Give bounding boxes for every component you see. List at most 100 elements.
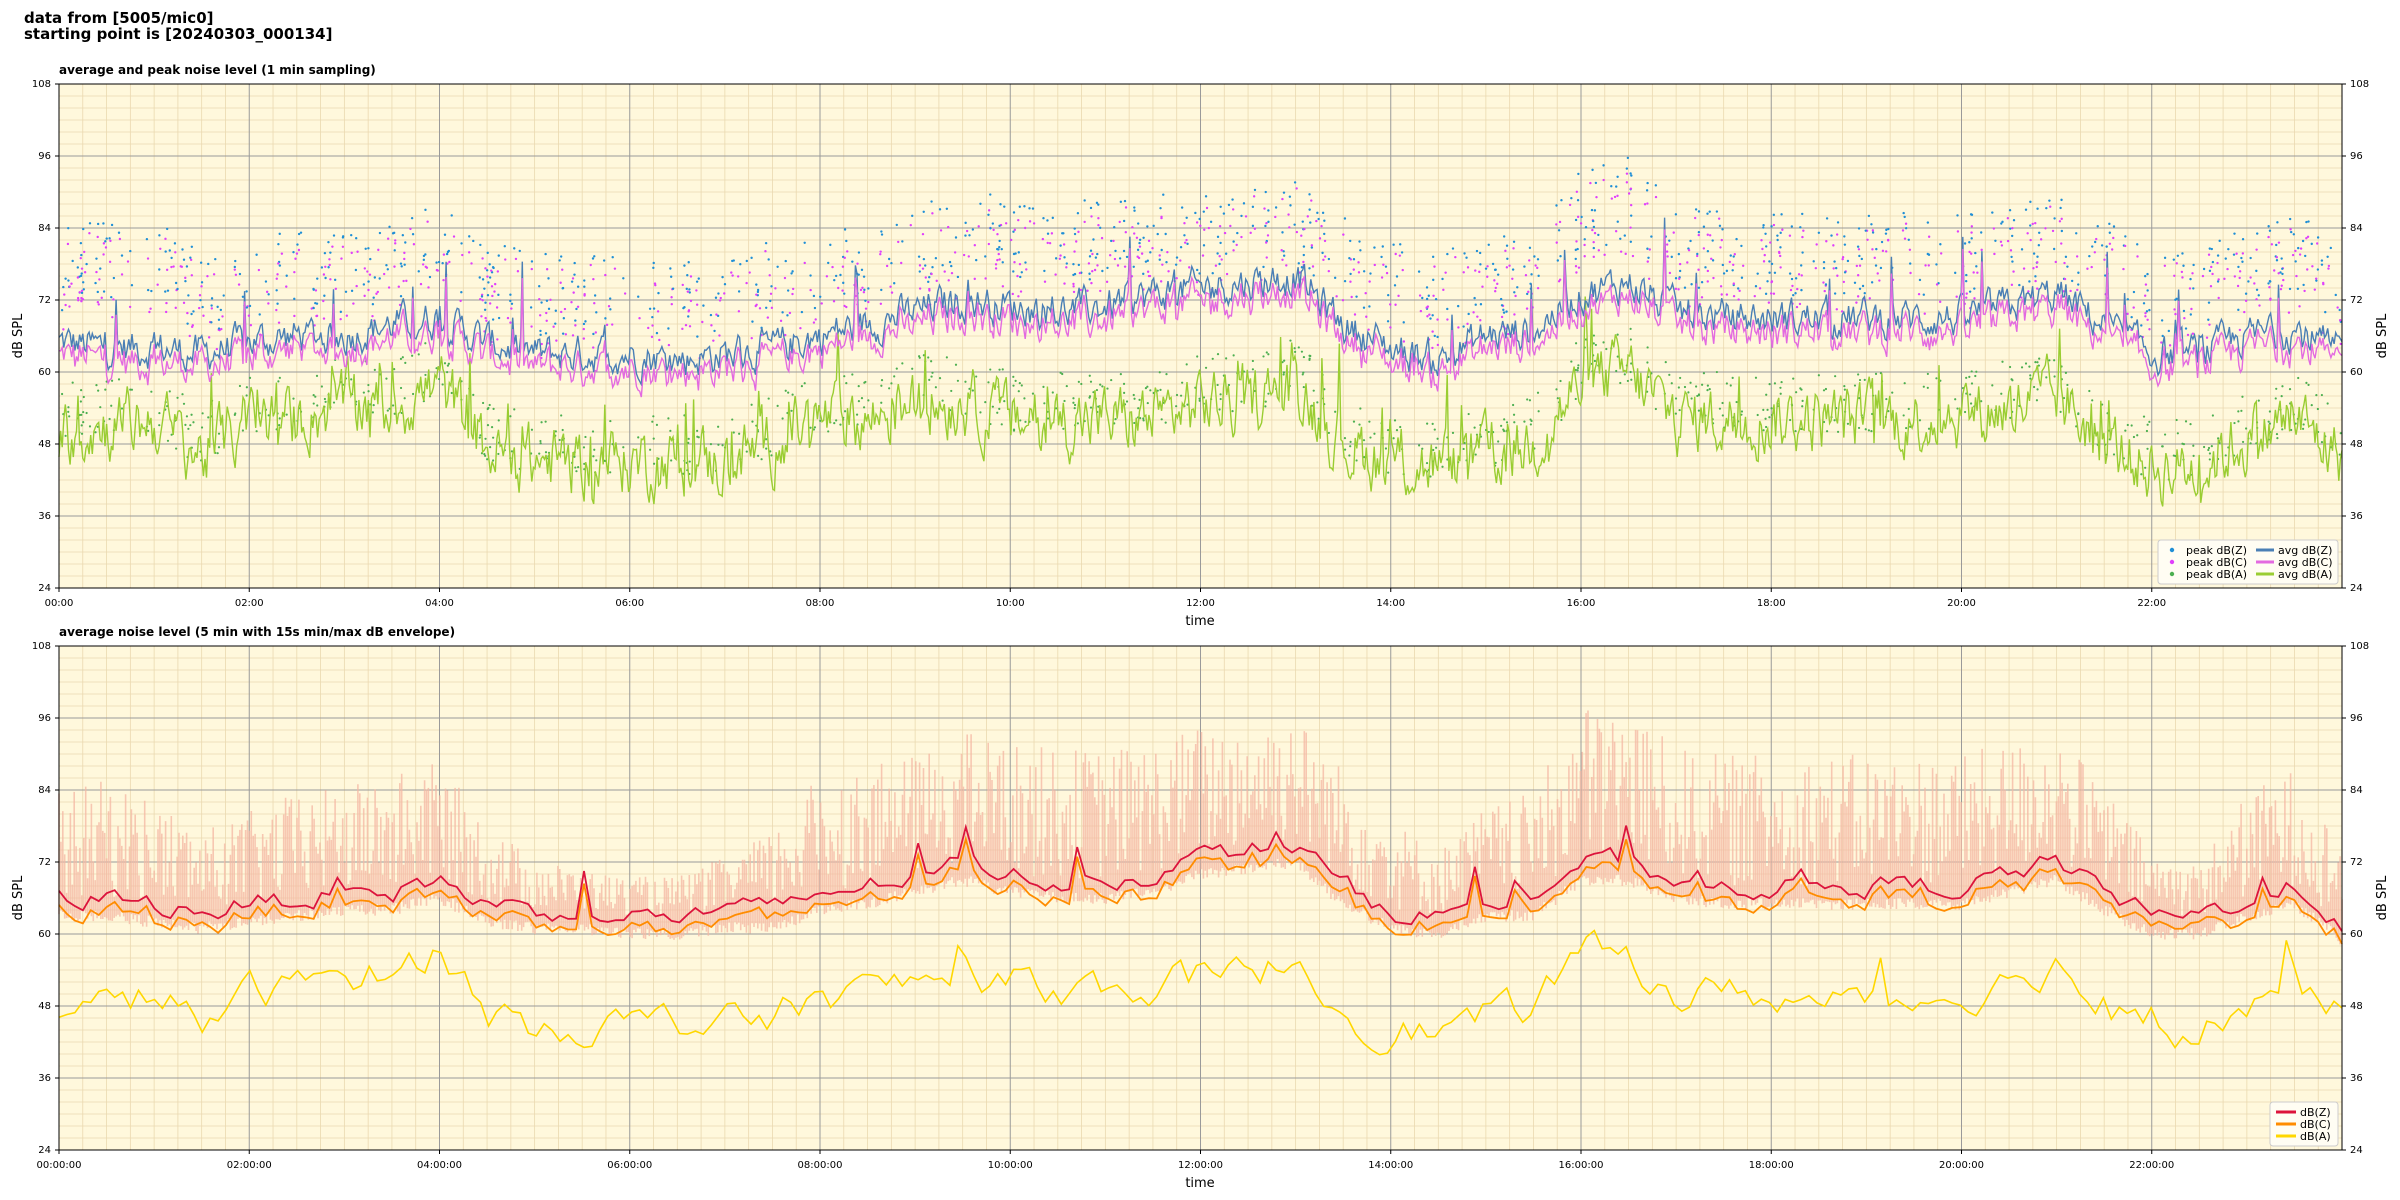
peak-dba-point <box>233 413 236 416</box>
peak-dbz-point <box>1282 254 1286 257</box>
peak-dbc-point <box>1019 290 1023 293</box>
peak-dbc-point <box>1349 280 1352 283</box>
peak-dbc-point <box>799 326 802 330</box>
peak-dbc-point <box>1536 266 1539 270</box>
peak-dbc-point <box>80 267 84 270</box>
peak-dbz-point <box>1487 243 1490 247</box>
peak-dbz-point <box>867 287 870 290</box>
peak-dbz-point <box>573 261 576 265</box>
legend-label: peak dB(Z) <box>2186 544 2247 557</box>
peak-dba-point <box>1156 389 1159 392</box>
peak-dbz-point <box>863 288 866 292</box>
peak-dbc-point <box>2291 253 2295 257</box>
peak-dbc-point <box>2144 283 2148 286</box>
peak-dbc-point <box>1281 258 1284 261</box>
peak-dbz-point <box>604 317 607 320</box>
peak-dbc-point <box>2095 237 2098 241</box>
peak-dbc-point <box>1091 252 1094 256</box>
peak-dbc-point <box>2175 262 2178 265</box>
peak-dbz-point <box>575 307 578 311</box>
peak-dbc-point <box>207 336 211 339</box>
peak-dbc-point <box>1311 265 1315 268</box>
peak-dba-point <box>2144 466 2147 469</box>
peak-dba-point <box>332 401 336 404</box>
peak-dbc-point <box>555 339 558 342</box>
peak-dbc-point <box>1018 262 1022 266</box>
peak-dbc-point <box>1090 281 1093 285</box>
peak-dbz-point <box>1970 237 1973 240</box>
peak-dbz-point <box>918 270 921 273</box>
peak-dbz-point <box>1939 243 1942 246</box>
peak-dbc-point <box>104 246 108 249</box>
peak-dbc-point <box>2207 253 2211 256</box>
peak-dba-point <box>1267 353 1270 356</box>
peak-dba-point <box>1316 401 1319 404</box>
peak-dba-point <box>1146 401 1149 405</box>
peak-dbz-point <box>739 263 742 266</box>
peak-dbc-point <box>403 257 406 261</box>
peak-dbc-point <box>368 273 372 276</box>
peak-dbc-point <box>1568 203 1572 207</box>
peak-dba-point <box>1281 361 1284 364</box>
peak-dbz-point <box>547 307 551 311</box>
peak-dbz-point <box>2268 229 2272 232</box>
peak-dbz-point <box>1623 234 1626 237</box>
peak-dba-point <box>1907 407 1910 410</box>
peak-dba-point <box>2182 442 2186 446</box>
peak-dba-point <box>1679 376 1682 380</box>
peak-dbz-point <box>190 312 193 316</box>
peak-dba-point <box>998 407 1001 410</box>
peak-dba-point <box>1664 361 1667 364</box>
peak-dbc-point <box>355 284 358 288</box>
peak-dbc-point <box>1367 328 1370 331</box>
peak-dbz-point <box>2077 283 2080 286</box>
peak-dbc-point <box>386 237 390 240</box>
peak-dbz-point <box>2161 334 2164 338</box>
peak-dbz-point <box>1393 284 1397 287</box>
peak-dbc-point <box>1418 294 1422 297</box>
peak-dbc-point <box>1315 219 1318 223</box>
peak-dbc-point <box>784 333 787 337</box>
peak-dbz-point <box>931 266 934 269</box>
peak-dbz-point <box>786 289 790 292</box>
peak-dbz-point <box>150 289 153 293</box>
peak-dbc-point <box>1253 227 1257 230</box>
peak-dbz-point <box>491 318 495 321</box>
peak-dbc-point <box>1398 254 1402 257</box>
peak-dbz-point <box>2224 257 2227 260</box>
peak-dbz-point <box>1788 272 1792 275</box>
peak-dba-point <box>1825 430 1829 433</box>
y-tick-label-left: 60 <box>38 929 51 940</box>
peak-dbz-point <box>751 320 754 323</box>
chart-2-xlabel: time <box>1185 1176 1214 1191</box>
peak-dba-point <box>1343 448 1347 451</box>
peak-dbc-point <box>745 281 748 285</box>
peak-dbz-point <box>2001 220 2004 224</box>
peak-dbc-point <box>1505 266 1509 269</box>
peak-dbz-point <box>767 258 770 261</box>
peak-dbc-point <box>1318 237 1322 240</box>
peak-dbz-point <box>595 311 598 314</box>
peak-dba-point <box>1629 370 1632 374</box>
peak-dba-point <box>2301 427 2305 430</box>
peak-dbz-point <box>1333 276 1337 280</box>
peak-dbz-point <box>1674 277 1678 280</box>
peak-dba-point <box>1432 448 1435 452</box>
peak-dbc-point <box>249 323 253 327</box>
peak-dbc-point <box>402 279 405 283</box>
peak-dbz-point <box>1432 278 1435 282</box>
peak-dbz-point <box>1436 335 1439 339</box>
peak-dba-point <box>1308 358 1311 361</box>
peak-dbc-point <box>109 239 112 243</box>
peak-dbz-point <box>1349 272 1352 276</box>
peak-dbc-point <box>1203 228 1206 231</box>
peak-dbz-point <box>803 241 806 244</box>
peak-dbc-point <box>1220 258 1223 261</box>
peak-dba-point <box>404 361 407 364</box>
peak-dba-point <box>1441 465 1444 468</box>
peak-dba-point <box>79 400 82 403</box>
peak-dba-point <box>492 436 495 439</box>
peak-dbz-point <box>651 315 654 319</box>
peak-dbc-point <box>1083 220 1086 224</box>
peak-dba-point <box>1792 377 1795 380</box>
